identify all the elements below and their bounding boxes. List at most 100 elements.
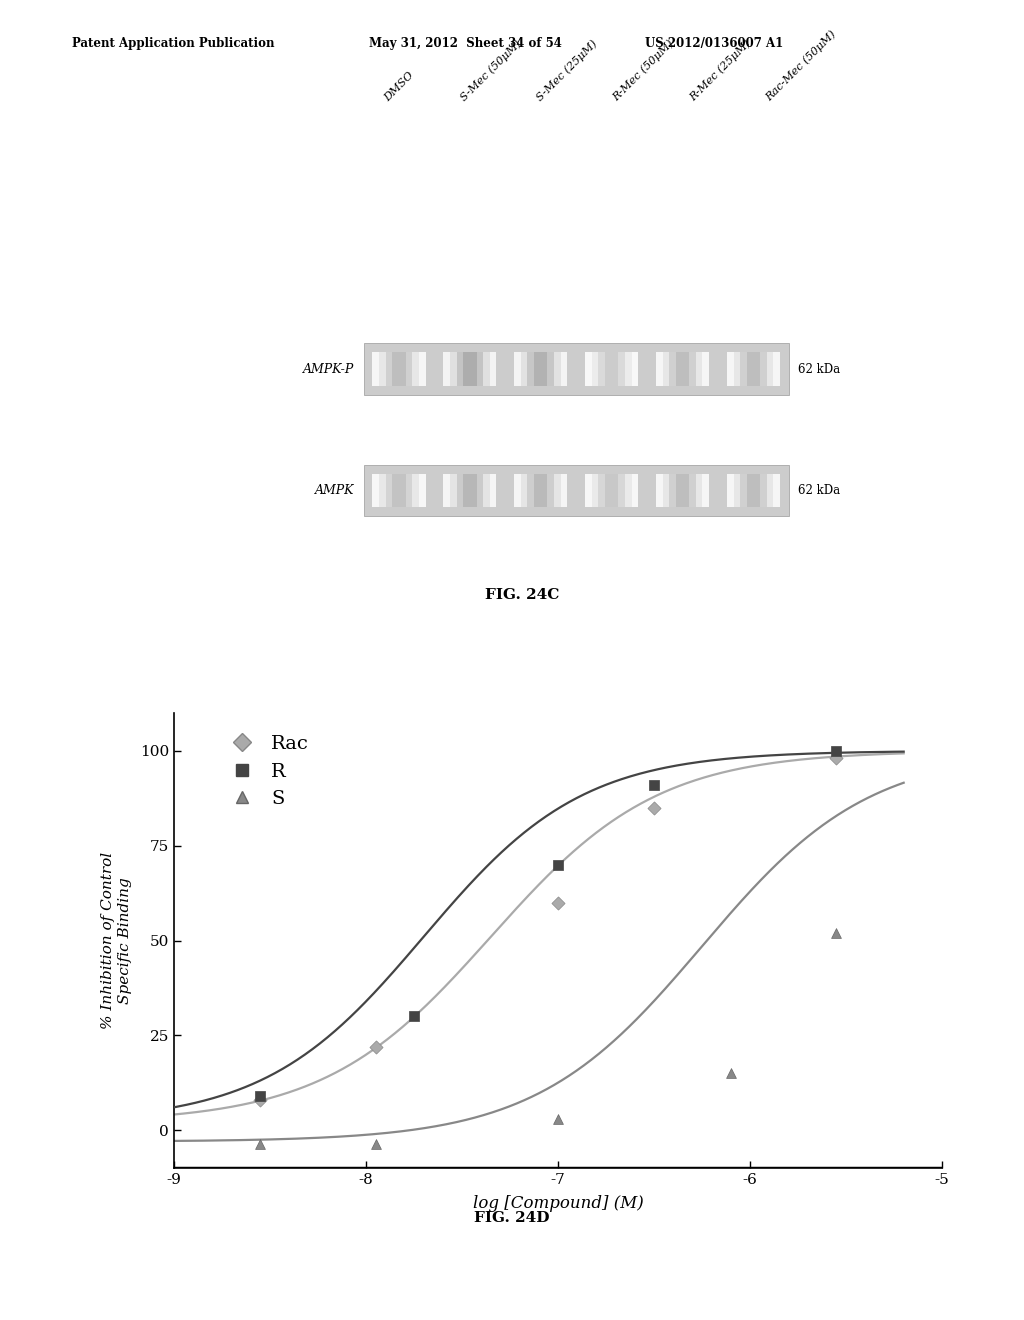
Point [252,1089,268,1110]
Point [723,1063,739,1084]
Bar [733,352,740,385]
Bar [663,474,670,507]
Bar [386,474,392,507]
Bar [727,474,733,507]
Bar [535,352,541,385]
Bar [463,352,470,385]
Bar [392,352,399,385]
Text: R-Mec (25μM): R-Mec (25μM) [687,38,753,103]
Text: S-Mec (50μM): S-Mec (50μM) [459,38,523,103]
Bar [476,352,483,385]
Bar [541,474,548,507]
Bar [379,474,386,507]
Bar [676,474,683,507]
Bar [632,352,638,385]
Point [828,747,845,768]
Text: FIG. 24C: FIG. 24C [485,589,559,602]
Text: DMSO: DMSO [383,70,416,103]
Point [550,1109,566,1130]
Bar [727,352,733,385]
Point [550,892,566,913]
Bar [373,474,379,507]
Bar [746,352,754,385]
Bar [548,352,554,385]
Bar [450,352,457,385]
Bar [554,474,561,507]
Bar [663,352,670,385]
Point [550,854,566,875]
Bar [605,352,611,385]
Bar [561,352,567,385]
Bar [548,474,554,507]
Bar [696,474,702,507]
Bar [767,474,773,507]
Bar [598,352,605,385]
Bar [733,474,740,507]
Bar [773,474,780,507]
Bar [689,352,696,385]
Bar [754,352,760,385]
Bar [457,352,463,385]
Bar [696,352,702,385]
Bar [611,474,618,507]
Bar [656,474,663,507]
Bar [605,474,611,507]
Bar [483,352,489,385]
Bar [740,352,746,385]
Point [828,741,845,762]
Bar [689,474,696,507]
Bar [521,352,527,385]
Bar [470,352,476,385]
Text: R-Mec (50μM): R-Mec (50μM) [611,38,676,103]
X-axis label: log [Compound] (M): log [Compound] (M) [473,1196,643,1212]
Bar [489,352,497,385]
Text: AMPK: AMPK [314,484,354,498]
Bar [364,343,788,395]
Bar [618,474,625,507]
Text: Patent Application Publication: Patent Application Publication [72,37,274,50]
Point [828,923,845,944]
Point [368,1133,384,1154]
Bar [740,474,746,507]
Point [368,1036,384,1057]
Point [646,775,663,796]
Bar [585,474,592,507]
Bar [527,352,535,385]
Bar [618,352,625,385]
Bar [406,352,413,385]
Bar [760,474,767,507]
Bar [702,474,710,507]
Bar [585,352,592,385]
Bar [554,352,561,385]
Bar [670,352,676,385]
Bar [611,352,618,385]
Bar [527,474,535,507]
Bar [683,474,689,507]
Bar [476,474,483,507]
Point [252,1085,268,1106]
Text: S-Mec (25μM): S-Mec (25μM) [535,38,600,103]
Bar [670,474,676,507]
Bar [773,352,780,385]
Bar [483,474,489,507]
Bar [406,474,413,507]
Bar [625,474,632,507]
Text: 62 kDa: 62 kDa [799,484,841,498]
Bar [413,474,419,507]
Text: AMPK-P: AMPK-P [303,363,354,376]
Bar [683,352,689,385]
Bar [514,474,521,507]
Point [406,1006,422,1027]
Legend: Rac, R, S: Rac, R, S [214,727,316,816]
Bar [521,474,527,507]
Text: US 2012/0136007 A1: US 2012/0136007 A1 [645,37,783,50]
Text: 62 kDa: 62 kDa [799,363,841,376]
Bar [419,352,426,385]
Bar [364,465,788,516]
Bar [598,474,605,507]
Bar [561,474,567,507]
Bar [457,474,463,507]
Bar [625,352,632,385]
Bar [535,474,541,507]
Bar [443,474,450,507]
